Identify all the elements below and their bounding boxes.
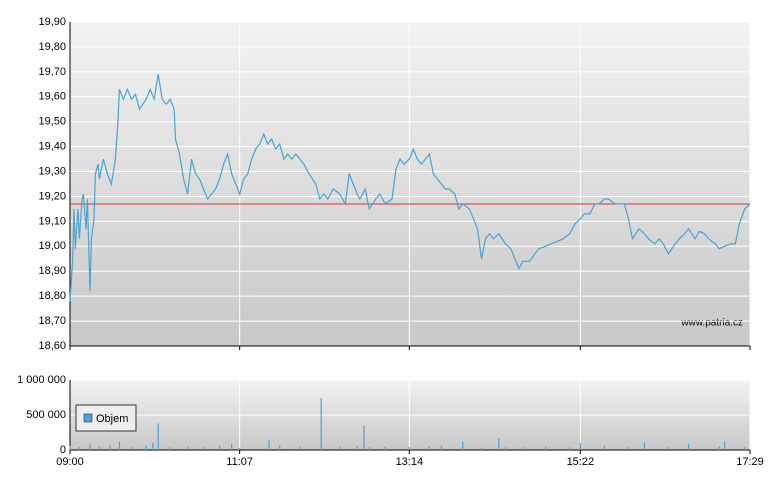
volume-bar <box>724 441 726 450</box>
y-tick-label: 19,40 <box>38 141 66 153</box>
volume-bar <box>279 445 281 450</box>
volume-bar <box>687 443 690 450</box>
y-tick-label: 19,10 <box>38 215 66 227</box>
volume-bar <box>363 425 365 450</box>
volume-bar <box>89 443 91 450</box>
volume-bar <box>579 443 581 450</box>
volume-bar <box>299 446 301 450</box>
y-tick-label: 18,80 <box>38 290 66 302</box>
volume-bar <box>718 446 720 450</box>
volume-bar <box>169 447 171 450</box>
volume-bar <box>109 445 111 450</box>
volume-bar <box>202 447 205 450</box>
y-tick-label: 19,30 <box>38 165 66 177</box>
x-tick-label: 13:14 <box>396 456 424 468</box>
x-tick-label: 11:07 <box>226 456 253 468</box>
volume-bar <box>544 446 547 450</box>
volume-bar <box>320 398 322 450</box>
volume-bar <box>186 446 189 450</box>
price-plot-area <box>70 22 750 346</box>
volume-bar <box>462 441 464 450</box>
volume-bar <box>356 445 358 450</box>
volume-bar <box>480 447 483 450</box>
legend: Objem <box>75 404 137 432</box>
volume-bar <box>268 439 270 450</box>
y-tick-label: 500 000 <box>26 409 66 421</box>
volume-bar <box>118 441 121 450</box>
volume-bar <box>239 447 241 450</box>
y-tick-label: 19,90 <box>38 16 66 28</box>
volume-bar <box>368 447 370 450</box>
x-tick-label: 17:29 <box>736 456 764 468</box>
volume-bar <box>643 442 646 450</box>
volume-bar <box>498 438 500 450</box>
y-tick-label: 18,90 <box>38 265 66 277</box>
volume-bar <box>231 443 233 450</box>
volume-bar <box>145 445 147 450</box>
volume-bar <box>440 445 442 450</box>
x-tick-label: 15:22 <box>567 456 595 468</box>
y-tick-label: 19,00 <box>38 240 66 252</box>
volume-bar <box>130 447 133 450</box>
volume-bar <box>504 447 507 450</box>
y-tick-label: 18,70 <box>38 315 66 327</box>
y-tick-label: 19,20 <box>38 190 66 202</box>
y-tick-label: 19,70 <box>38 66 66 78</box>
volume-bar <box>428 446 430 450</box>
volume-bar <box>152 443 154 450</box>
watermark: www.patria.cz <box>680 318 743 329</box>
volume-bar <box>667 447 670 450</box>
price-line <box>69 74 751 302</box>
volume-bar <box>627 447 630 450</box>
volume-bar <box>384 446 386 450</box>
legend-swatch <box>83 413 93 423</box>
volume-bar <box>78 447 80 450</box>
y-tick-label: 19,50 <box>38 116 66 128</box>
legend-label: Objem <box>96 413 128 425</box>
y-tick-label: 0 <box>60 444 66 456</box>
volume-bar <box>339 446 341 450</box>
volume-bar <box>569 447 571 450</box>
volume-bar <box>408 447 410 450</box>
volume-bar <box>522 447 524 450</box>
volume-bar <box>157 423 159 450</box>
volume-bar <box>219 445 221 450</box>
volume-bar <box>69 445 71 450</box>
y-tick-label: 19,60 <box>38 91 66 103</box>
y-tick-label: 1 000 000 <box>17 374 66 386</box>
y-tick-label: 18,60 <box>38 340 66 352</box>
x-tick-label: 09:00 <box>56 456 84 468</box>
volume-bar <box>744 447 746 450</box>
volume-bar <box>98 446 100 450</box>
volume-bar <box>603 445 605 450</box>
y-tick-label: 19,80 <box>38 41 66 53</box>
